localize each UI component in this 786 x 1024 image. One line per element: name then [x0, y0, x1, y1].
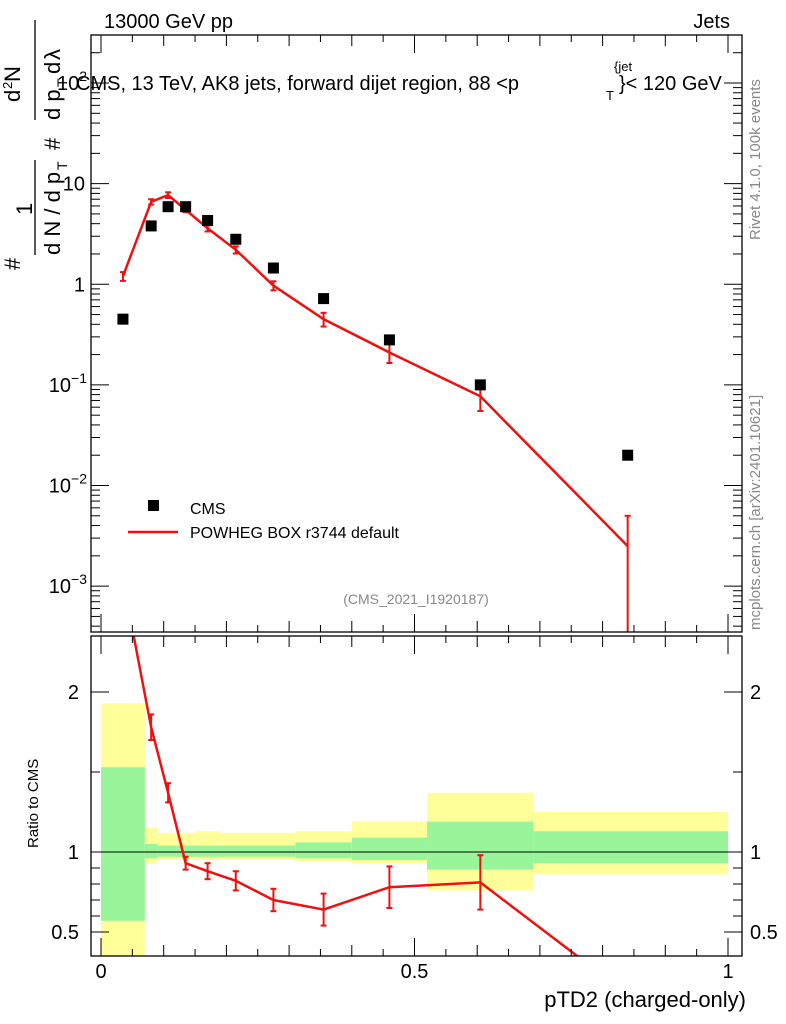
ratio-uncertainty-bands: [91, 703, 742, 956]
ratio-stat-band: [220, 845, 252, 857]
main-y-axis-label: # 1 d N / d p T # d 2 N d p T d λ: [0, 20, 70, 270]
cms-data-point: [474, 379, 486, 391]
cms-data-point: [145, 220, 157, 232]
ratio-line: [132, 636, 580, 956]
svg-text:T: T: [54, 161, 70, 170]
powheg-line: [121, 193, 629, 547]
svg-text:d N / d p: d N / d p: [40, 172, 65, 255]
ratio-y-tick-label-right: 1: [750, 842, 761, 864]
ratio-clipped-group: [132, 636, 580, 956]
ratio-stat-band: [157, 845, 177, 857]
svg-text:1: 1: [12, 203, 37, 215]
cms-data-point: [180, 201, 192, 213]
svg-text:d p: d p: [40, 89, 65, 120]
main-y-tick-label: 10−3: [49, 571, 87, 598]
axes: 102 10 1 10−1 10−2 10−3 0 0.5 1 2 2 1 1 0.5 0.5: [49, 34, 778, 983]
svg-text:CMS, 13 TeV, AK8 jets, forward: CMS, 13 TeV, AK8 jets, forward dijet reg…: [76, 73, 519, 95]
legend-marker-cms: [148, 500, 159, 511]
ratio-x-tick-label: 0.5: [401, 961, 429, 983]
ratio-stat-band: [533, 831, 728, 864]
ratio-stat-band: [251, 845, 296, 857]
analysis-watermark: (CMS_2021_I1920187): [343, 591, 489, 607]
cms-data-point: [267, 262, 279, 274]
main-clipped-group: [119, 191, 631, 632]
ratio-y-tick-label-right: 2: [750, 682, 761, 704]
main-y-tick-label: 10−2: [49, 471, 87, 498]
svg-text:λ: λ: [40, 49, 65, 60]
main-title: CMS, 13 TeV, AK8 jets, forward dijet reg…: [76, 59, 723, 103]
header-left: 13000 GeV pp: [104, 11, 233, 33]
ratio-y-tick-label: 1: [68, 842, 79, 864]
svg-text:2: 2: [0, 82, 15, 89]
ratio-stat-band: [295, 842, 352, 859]
header-right: Jets: [693, 11, 730, 33]
svg-text:#: #: [40, 137, 65, 150]
cms-data-point: [383, 334, 395, 346]
svg-text:#: #: [0, 257, 25, 270]
svg-text:T: T: [606, 88, 614, 103]
ratio-panel-frame: [90, 635, 743, 957]
legend-label-cms: CMS: [190, 501, 226, 518]
svg-text:}< 120 GeV: }< 120 GeV: [619, 73, 723, 95]
mcplots-label: mcplots.cern.ch [arXiv:2401.10621]: [747, 395, 764, 630]
ratio-y-tick-label-right: 0.5: [750, 922, 778, 944]
x-axis-label: pTD2 (charged-only): [544, 987, 746, 1012]
rivet-label: Rivet 4.1.0, 100k events: [747, 79, 764, 240]
main-panel-frame: [90, 34, 743, 633]
svg-text:{jet: {jet: [614, 59, 632, 74]
ratio-y-label: Ratio to CMS: [25, 759, 42, 848]
ratio-stat-band: [144, 844, 158, 859]
svg-text:d: d: [40, 62, 65, 74]
ratio-stat-band: [195, 845, 221, 857]
cms-data-point: [202, 215, 214, 227]
cms-data-point: [230, 233, 242, 245]
svg-text:N: N: [0, 66, 25, 82]
cms-data-point: [162, 201, 174, 213]
ratio-y-tick-label: 2: [68, 682, 79, 704]
legend: CMS POWHEG BOX r3744 default: [128, 500, 400, 542]
main-y-tick-label: 1: [74, 274, 85, 296]
main-y-tick-label: 102: [57, 68, 87, 95]
main-y-tick-label: 10: [63, 174, 85, 196]
ratio-stat-band: [351, 837, 428, 860]
ratio-stat-band: [101, 767, 145, 921]
ratio-x-tick-label: 0: [95, 961, 106, 983]
ratio-stat-band: [176, 845, 196, 857]
main-y-tick-label: 10−1: [49, 370, 87, 397]
cms-data-point: [318, 293, 330, 305]
svg-text:d: d: [0, 90, 25, 102]
main-series: [117, 191, 634, 632]
legend-label-powheg: POWHEG BOX r3744 default: [190, 525, 400, 542]
cms-data-point: [117, 313, 129, 325]
ratio-series: [132, 636, 580, 956]
ratio-y-tick-label: 0.5: [51, 922, 79, 944]
cms-data-point: [622, 449, 634, 461]
ratio-x-tick-label: 1: [722, 961, 733, 983]
svg-text:T: T: [54, 78, 70, 87]
